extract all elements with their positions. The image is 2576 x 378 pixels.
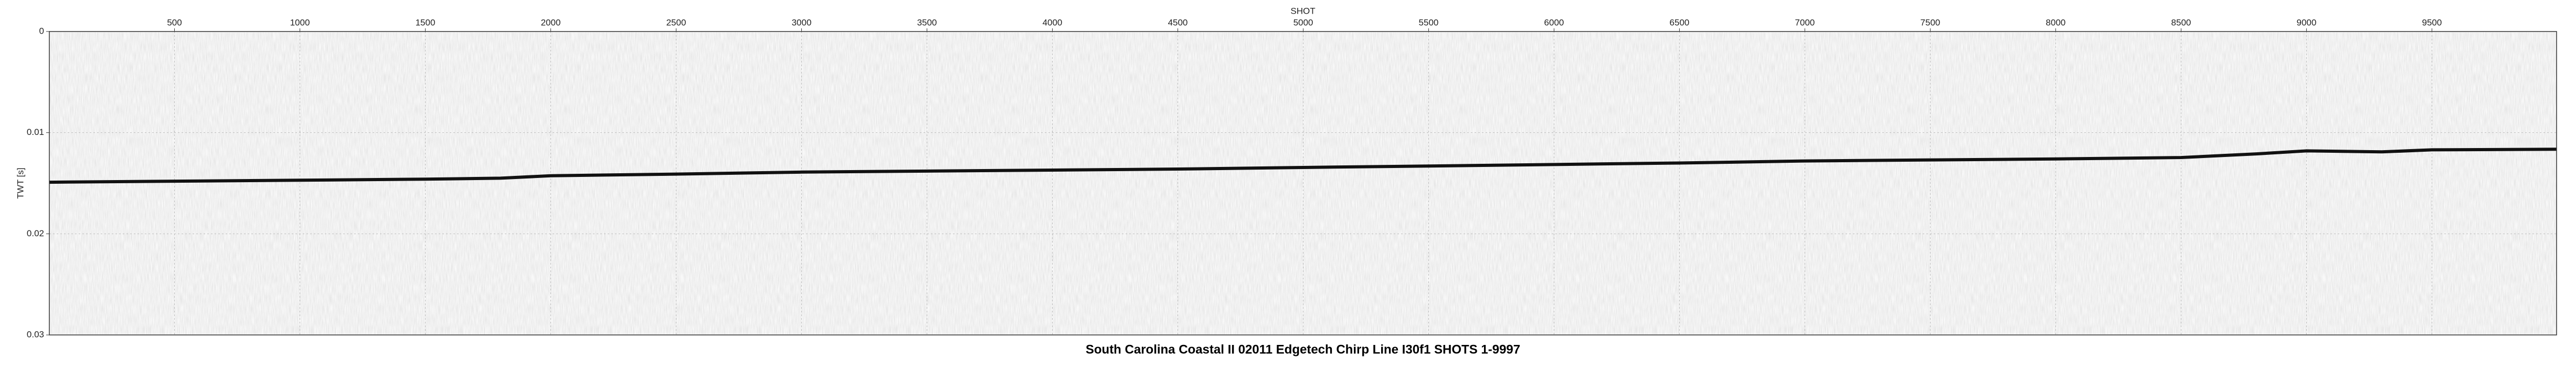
y-tick-label: 0 bbox=[39, 26, 44, 36]
seafloor-line bbox=[49, 148, 2557, 184]
x-tick-label: 1500 bbox=[416, 17, 436, 27]
x-axis-label: SHOT bbox=[1290, 6, 1315, 16]
x-tick-label: 8000 bbox=[2046, 17, 2066, 27]
x-tick-label: 8500 bbox=[2171, 17, 2191, 27]
x-tick-label: 4500 bbox=[1168, 17, 1188, 27]
x-tick-label: 2000 bbox=[541, 17, 561, 27]
x-tick-label: 7500 bbox=[1921, 17, 1941, 27]
y-axis-label: TWT [s] bbox=[15, 167, 25, 198]
marks bbox=[46, 28, 2557, 335]
x-tick-label: 9000 bbox=[2297, 17, 2317, 27]
x-tick-label: 3500 bbox=[917, 17, 937, 27]
plot-frame bbox=[49, 31, 2557, 335]
x-tick-label: 5500 bbox=[1419, 17, 1439, 27]
y-tick-label: 0.01 bbox=[27, 127, 44, 137]
x-tick-label: 2500 bbox=[666, 17, 686, 27]
x-tick-label: 5000 bbox=[1294, 17, 1313, 27]
y-tick-label: 0.03 bbox=[27, 329, 44, 339]
x-tick-label: 6000 bbox=[1544, 17, 1564, 27]
x-tick-label: 3000 bbox=[792, 17, 812, 27]
y-tick-label: 0.02 bbox=[27, 228, 44, 238]
chart-title: South Carolina Coastal II 02011 Edgetech… bbox=[1086, 342, 1520, 356]
x-tick-label: 500 bbox=[167, 17, 182, 27]
x-tick-label: 1000 bbox=[290, 17, 310, 27]
x-tick-label: 9500 bbox=[2422, 17, 2442, 27]
x-tick-label: 4000 bbox=[1043, 17, 1063, 27]
x-tick-label: 6500 bbox=[1670, 17, 1690, 27]
x-tick-label: 7000 bbox=[1795, 17, 1815, 27]
